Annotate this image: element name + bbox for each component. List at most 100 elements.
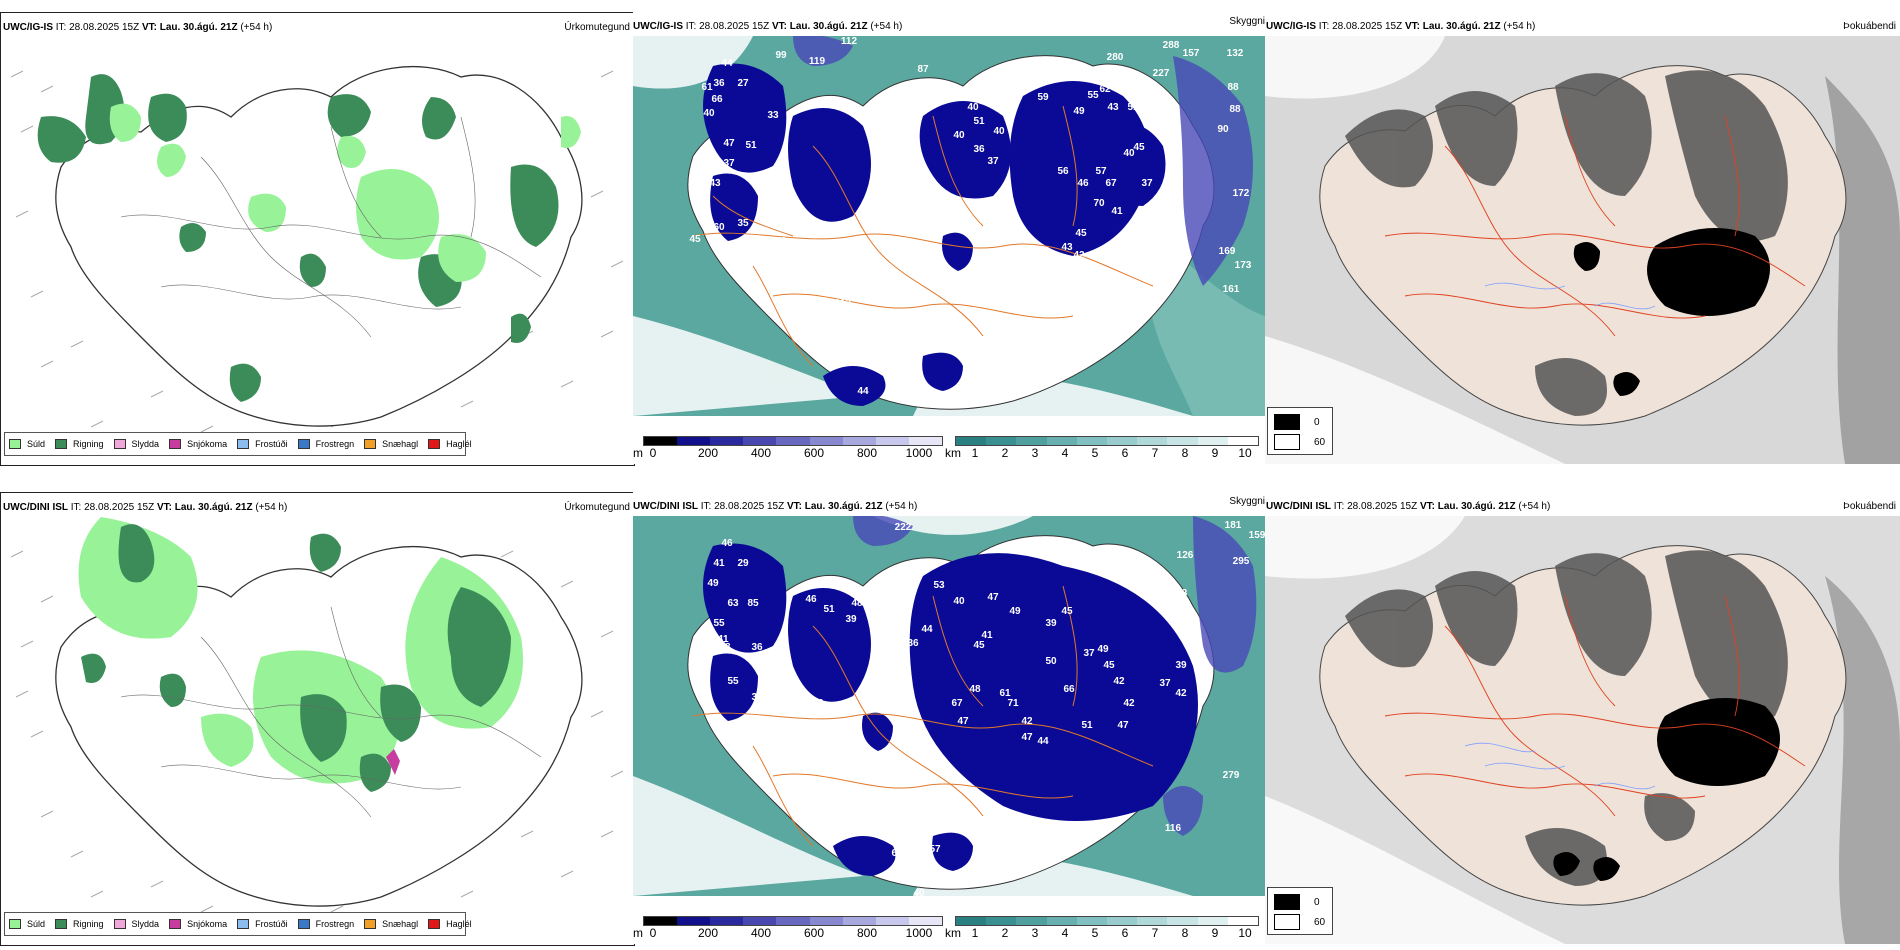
vt-value: Lau. 30.ágú. 21Z: [1422, 21, 1501, 32]
ceiling-value-label: 39: [845, 614, 857, 625]
ceiling-value-label: 37: [1141, 178, 1153, 189]
ceiling-value-label: 222: [895, 522, 912, 533]
vis-tick: 3: [1031, 446, 1039, 460]
ceiling-bin: [743, 917, 777, 925]
fog-swatch: [1274, 434, 1300, 450]
ceiling-bin: [875, 917, 909, 925]
ceiling-value-label: 44: [845, 346, 857, 357]
legend-swatch: [237, 439, 250, 449]
vt-value: Lau. 30.ágú. 21Z: [1437, 501, 1516, 512]
model-name: UWC/DINI ISL: [633, 501, 698, 512]
ceiling-value-label: 63: [727, 598, 739, 609]
ceiling-value-label: 99: [775, 50, 787, 61]
legend-item: Súld: [9, 439, 45, 449]
vt-label: VT:: [141, 22, 157, 33]
ceiling-bin: [710, 437, 744, 445]
ceiling-value-label: 43: [709, 178, 721, 189]
vis-tick: 4: [1061, 446, 1069, 460]
vis-bin: [956, 917, 987, 925]
legend-item: Slydda: [113, 919, 159, 929]
ceiling-value-label: 51: [973, 116, 985, 127]
fog-swatch: [1274, 894, 1300, 910]
legend-swatch: [428, 919, 441, 929]
it-value: 28.08.2025 15Z: [1347, 501, 1418, 512]
it-label: IT:: [700, 501, 712, 512]
ceiling-value-label: 44: [1131, 568, 1143, 579]
fog-legend-row: 0: [1274, 894, 1320, 910]
ceiling-value-label: 48: [719, 642, 731, 653]
ceiling-value-label: 35: [751, 692, 763, 703]
legend-swatch: [55, 919, 68, 929]
ceiling-value-label: 173: [1235, 260, 1252, 271]
ceiling-value-label: 88: [1227, 82, 1239, 93]
legend-item: Frostúði: [237, 439, 288, 449]
vis-bin: [1076, 917, 1108, 925]
ceiling-unit: m: [633, 926, 643, 940]
vt-label: VT:: [1404, 21, 1420, 32]
vis-tick: 7: [1151, 446, 1159, 460]
legend-label: Súld: [27, 919, 46, 929]
panel-type-label: Úrkomutegund: [564, 22, 630, 33]
legend-item: Snjókoma: [169, 439, 227, 449]
legend-label: Snæhagl: [382, 919, 419, 929]
ceiling-tick: 400: [750, 926, 772, 940]
ceiling-value-label: 47: [1021, 732, 1033, 743]
ceiling-value-label: 49: [847, 326, 859, 337]
lead-time: (+54 h): [255, 502, 288, 513]
ceiling-value-label: 45: [689, 234, 701, 245]
ceiling-value-label: 46: [721, 538, 733, 549]
ceiling-value-label: 61: [999, 688, 1011, 699]
precip-legend: Súld Rigning Slydda Snjókoma Frostúði Fr…: [4, 432, 472, 456]
vt-value: Lau. 30.ágú. 21Z: [789, 21, 868, 32]
legend-label: Rigning: [73, 919, 104, 929]
vis-tick: 5: [1091, 926, 1099, 940]
ceiling-value-label: 126: [1177, 550, 1194, 561]
ceiling-bin: [743, 437, 777, 445]
ceiling-value-label: 85: [747, 598, 759, 609]
ceiling-value-label: 42: [1021, 716, 1033, 727]
ceiling-tick: 600: [803, 446, 825, 460]
precip-panel-bottom: UWC/DINI ISL IT: 28.08.2025 15Z VT: Lau.…: [0, 492, 635, 946]
vis-bin: [1107, 917, 1138, 925]
precip-legend: Súld Rigning Slydda Snjókoma Frostúði Fr…: [4, 912, 472, 936]
legend-label: Súld: [27, 439, 46, 449]
legend-swatch: [297, 439, 310, 449]
visibility-panel-top: UWC/IG-IS IT: 28.08.2025 15Z VT: Lau. 30…: [633, 12, 1265, 464]
ceiling-value-label: 61: [701, 82, 713, 93]
panel-header: UWC/IG-IS IT: 28.08.2025 15Z VT: Lau. 30…: [633, 21, 902, 33]
fog-legend-label: 0: [1314, 416, 1320, 428]
ceiling-value-label: 40: [913, 888, 925, 896]
ceiling-value-label: 47: [723, 138, 735, 149]
ceiling-value-label: 59: [743, 234, 755, 245]
it-value: 28.08.2025 15Z: [699, 21, 770, 32]
panel-type-label: Þokuábendi: [1843, 21, 1896, 32]
ceiling-value-label: 71: [1007, 698, 1019, 709]
ceiling-value-label: 58: [697, 188, 709, 199]
ceiling-value-label: 46: [805, 594, 817, 605]
ceiling-value-label: 112: [841, 36, 858, 47]
panel-header: UWC/IG-IS IT: 28.08.2025 15Z VT: Lau. 30…: [1266, 21, 1535, 33]
vis-bin: [1167, 437, 1198, 445]
ceiling-value-label: 36: [907, 638, 919, 649]
ceiling-value-label: 37: [723, 158, 735, 169]
ceiling-value-label: 57: [1095, 166, 1107, 177]
fog-map: [1265, 516, 1900, 944]
ceiling-value-label: 36: [973, 144, 985, 155]
ceiling-bar: [643, 916, 943, 926]
ceiling-tick: 0: [649, 446, 657, 460]
vt-value: Lau. 30.ágú. 21Z: [174, 502, 253, 513]
ceiling-value-label: 45: [1103, 660, 1115, 671]
ceiling-value-label: 45: [1061, 606, 1073, 617]
fog-legend-row: 60: [1274, 914, 1325, 930]
ceiling-bin: [842, 917, 876, 925]
fog-legend: 0 60: [1267, 407, 1333, 455]
vt-label: VT:: [786, 501, 802, 512]
ceiling-value-label: 47: [957, 716, 969, 727]
fog-legend-label: 60: [1314, 436, 1326, 448]
vis-bin: [1046, 437, 1077, 445]
vis-bin: [1137, 437, 1168, 445]
ceiling-value-label: 44: [1037, 736, 1049, 747]
vis-tick: 6: [1121, 446, 1129, 460]
ceiling-value-label: 161: [1223, 284, 1240, 295]
